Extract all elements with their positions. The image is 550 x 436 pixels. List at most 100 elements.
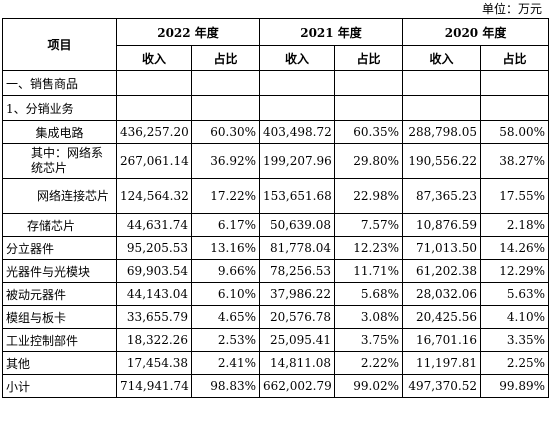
- row-label: 工业控制部件: [2, 328, 117, 352]
- header-income: 收入: [402, 45, 482, 71]
- cell-income: 190,556.22: [402, 143, 482, 179]
- cell-income: 18,322.26: [116, 328, 192, 352]
- cell-ratio: 14.26%: [480, 236, 550, 260]
- cell-income: 33,655.79: [116, 305, 192, 329]
- header-year-2020: 2020 年度: [402, 18, 550, 46]
- cell-income: 497,370.52: [402, 374, 482, 398]
- row-label: 光器件与光模块: [2, 259, 117, 283]
- cell-income: 87,365.23: [402, 178, 482, 214]
- cell-ratio: 3.75%: [334, 328, 404, 352]
- cell-ratio: 6.17%: [190, 213, 261, 237]
- cell-income: 61,202.38: [402, 259, 482, 283]
- cell-ratio: 60.30%: [190, 120, 261, 144]
- cell-ratio: 2.18%: [480, 213, 550, 237]
- row-label: 分立器件: [2, 236, 117, 260]
- table-row: 其他 17,454.38 2.41% 14,811.08 2.22% 11,19…: [2, 351, 550, 375]
- row-label: 集成电路: [2, 120, 117, 144]
- cell-ratio: 3.08%: [334, 305, 404, 329]
- cell-income: 124,564.32: [116, 178, 192, 214]
- cell-ratio: 29.80%: [334, 143, 404, 179]
- cell-ratio: 36.92%: [190, 143, 261, 179]
- cell-income: 69,903.54: [116, 259, 192, 283]
- cell-income: 436,257.20: [116, 120, 192, 144]
- cell-income: 44,631.74: [116, 213, 192, 237]
- cell-ratio: 38.27%: [480, 143, 550, 179]
- cell-ratio: 5.63%: [480, 282, 550, 306]
- row-label: 其他: [2, 351, 117, 375]
- header-row-metrics: 收入 占比 收入 占比 收入 占比: [3, 45, 550, 71]
- header-row-years: 项目 2022 年度 2021 年度 2020 年度: [2, 18, 550, 71]
- cell-income: 28,032.06: [402, 282, 482, 306]
- cell-income: 11,197.81: [402, 351, 482, 375]
- section-row-sales: 一、销售商品: [2, 70, 550, 96]
- section-label-sales: 一、销售商品: [2, 70, 117, 96]
- cell-ratio: 7.57%: [334, 213, 404, 237]
- cell-income: 153,651.68: [259, 178, 336, 214]
- cell-income: 20,425.56: [402, 305, 482, 329]
- cell-ratio: 2.22%: [334, 351, 404, 375]
- table-row-subtotal: 小计 714,941.74 98.83% 662,002.79 99.02% 4…: [2, 374, 550, 398]
- revenue-table: 项目 2022 年度 2021 年度 2020 年度 收入 占比 收入 占比 收…: [2, 18, 550, 398]
- section-row-distribution: 1、分销业务: [2, 95, 550, 121]
- cell-ratio: 3.35%: [480, 328, 550, 352]
- cell-ratio: 12.23%: [334, 236, 404, 260]
- row-label: 存储芯片: [2, 213, 117, 237]
- cell-ratio: 17.22%: [190, 178, 261, 214]
- table-row: 分立器件 95,205.53 13.16% 81,778.04 12.23% 7…: [2, 236, 550, 260]
- cell-ratio: 4.10%: [480, 305, 550, 329]
- cell-income: 37,986.22: [259, 282, 336, 306]
- header-income: 收入: [259, 45, 336, 71]
- cell-income: 714,941.74: [116, 374, 192, 398]
- cell-income: 25,095.41: [259, 328, 336, 352]
- table-row: 存储芯片 44,631.74 6.17% 50,639.08 7.57% 10,…: [2, 213, 550, 237]
- cell-income: 403,498.72: [259, 120, 336, 144]
- cell-ratio: 13.16%: [190, 236, 261, 260]
- header-item: 项目: [2, 18, 117, 71]
- cell-ratio: 2.41%: [190, 351, 261, 375]
- cell-ratio: 9.66%: [190, 259, 261, 283]
- header-ratio: 占比: [480, 45, 550, 71]
- row-label: 其中：网络系统芯片: [2, 143, 117, 179]
- table-row: 网络连接芯片 124,564.32 17.22% 153,651.68 22.9…: [2, 178, 550, 214]
- section-label-distribution: 1、分销业务: [2, 95, 117, 121]
- cell-income: 44,143.04: [116, 282, 192, 306]
- cell-income: 16,701.16: [402, 328, 482, 352]
- table-row: 其中：网络系统芯片 267,061.14 36.92% 199,207.96 2…: [2, 143, 550, 179]
- cell-ratio: 60.35%: [334, 120, 404, 144]
- cell-ratio: 98.83%: [190, 374, 261, 398]
- cell-income: 17,454.38: [116, 351, 192, 375]
- cell-ratio: 12.29%: [480, 259, 550, 283]
- cell-income: 199,207.96: [259, 143, 336, 179]
- table-row: 模组与板卡 33,655.79 4.65% 20,576.78 3.08% 20…: [2, 305, 550, 329]
- cell-ratio: 99.02%: [334, 374, 404, 398]
- row-label: 网络连接芯片: [2, 178, 117, 214]
- cell-income: 50,639.08: [259, 213, 336, 237]
- cell-ratio: 4.65%: [190, 305, 261, 329]
- cell-ratio: 58.00%: [480, 120, 550, 144]
- cell-income: 20,576.78: [259, 305, 336, 329]
- cell-ratio: 6.10%: [190, 282, 261, 306]
- table-row: 被动元器件 44,143.04 6.10% 37,986.22 5.68% 28…: [2, 282, 550, 306]
- unit-label: 单位：万元: [481, 2, 542, 16]
- cell-income: 71,013.50: [402, 236, 482, 260]
- header-income: 收入: [116, 45, 192, 71]
- cell-ratio: 2.25%: [480, 351, 550, 375]
- cell-income: 81,778.04: [259, 236, 336, 260]
- header-ratio: 占比: [334, 45, 404, 71]
- header-year-2022: 2022 年度: [115, 18, 261, 46]
- cell-ratio: 5.68%: [334, 282, 404, 306]
- cell-income: 662,002.79: [259, 374, 336, 398]
- cell-income: 10,876.59: [402, 213, 482, 237]
- cell-ratio: 17.55%: [480, 178, 550, 214]
- cell-income: 95,205.53: [116, 236, 192, 260]
- cell-ratio: 99.89%: [480, 374, 550, 398]
- cell-ratio: 11.71%: [334, 259, 404, 283]
- cell-income: 288,798.05: [402, 120, 482, 144]
- row-label: 模组与板卡: [2, 305, 117, 329]
- cell-ratio: 22.98%: [334, 178, 404, 214]
- table-row: 光器件与光模块 69,903.54 9.66% 78,256.53 11.71%…: [2, 259, 550, 283]
- header-ratio: 占比: [190, 45, 261, 71]
- cell-income: 267,061.14: [116, 143, 192, 179]
- cell-income: 14,811.08: [259, 351, 336, 375]
- row-label: 被动元器件: [2, 282, 117, 306]
